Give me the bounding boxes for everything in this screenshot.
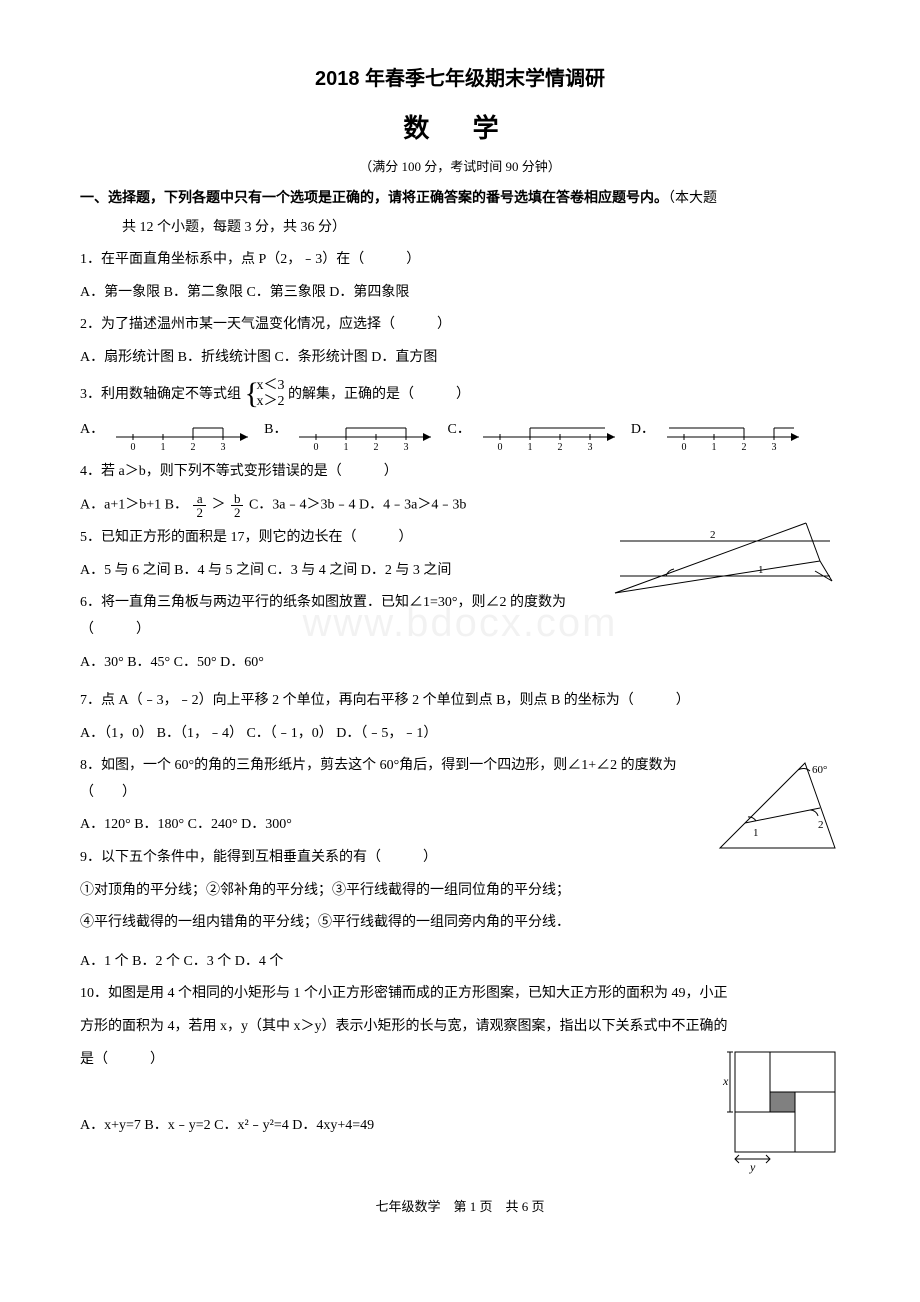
frac-b-den: 2: [231, 506, 244, 519]
svg-text:0: 0: [497, 442, 502, 453]
subject-title: 数 学: [80, 104, 840, 153]
q3-optA-label: A．: [80, 417, 104, 444]
numline-b-icon: 0 1 2 3: [291, 417, 441, 453]
svg-text:1: 1: [161, 442, 166, 453]
svg-text:x: x: [722, 1074, 729, 1088]
fraction-icon: b2: [231, 492, 244, 519]
numline-a-icon: 0 1 2 3: [108, 417, 258, 453]
svg-text:1: 1: [344, 442, 349, 453]
section-1-tail: （本大题: [668, 191, 717, 206]
q2-text: 2．为了描述温州市某一天气温变化情况，应选择（ ）: [80, 312, 840, 339]
q3-optD-label: D．: [631, 417, 655, 444]
q4-text: 4．若 a＞b，则下列不等式变形错误的是（ ）: [80, 459, 840, 486]
q4-optCD: C．3a﹣4＞3b﹣4 D．4﹣3a＞4﹣3b: [249, 498, 466, 513]
svg-text:2: 2: [374, 442, 379, 453]
q7-text: 7．点 A（﹣3，﹣2）向上平移 2 个单位，再向右平移 2 个单位到点 B，则…: [80, 688, 840, 715]
q8-figure-icon: 60° 1 2: [710, 753, 840, 863]
q1-options: A．第一象限 B．第二象限 C．第三象限 D．第四象限: [80, 280, 840, 307]
svg-text:60°: 60°: [812, 764, 827, 776]
svg-text:2: 2: [557, 442, 562, 453]
q3-cond1: x＜3: [257, 378, 285, 393]
svg-text:2: 2: [818, 819, 824, 831]
fraction-icon: a2: [193, 492, 206, 519]
svg-text:1: 1: [758, 564, 764, 576]
svg-text:0: 0: [314, 442, 319, 453]
q3-text: 3．利用数轴确定不等式组 x＜3 x＞2 的解集，正确的是（ ）: [80, 378, 840, 412]
section-1-bold: 一、选择题，下列各题中只有一个选项是正确的，请将正确答案的番号选填在答卷相应题号…: [80, 191, 668, 206]
svg-text:3: 3: [771, 442, 776, 453]
q10-figure-icon: x y: [710, 1047, 840, 1177]
svg-text:y: y: [749, 1160, 756, 1174]
svg-text:1: 1: [527, 442, 532, 453]
q3-cond2: x＞2: [257, 394, 285, 409]
q4-gt: ＞: [211, 498, 225, 513]
q3-optB-label: B．: [264, 417, 287, 444]
svg-text:3: 3: [404, 442, 409, 453]
q3-options: A． 0 1 2 3 B． 0 1 2 3 C．: [80, 417, 840, 453]
svg-text:1: 1: [753, 827, 759, 839]
page-footer: 七年级数学 第 1 页 共 6 页: [80, 1195, 840, 1220]
q2-options: A．扇形统计图 B．折线统计图 C．条形统计图 D．直方图: [80, 345, 840, 372]
svg-text:1: 1: [711, 442, 716, 453]
svg-text:3: 3: [587, 442, 592, 453]
q10-l1: 10．如图是用 4 个相同的小矩形与 1 个小正方形密铺而成的正方形图案，已知大…: [80, 981, 840, 1008]
section-1-heading: 一、选择题，下列各题中只有一个选项是正确的，请将正确答案的番号选填在答卷相应题号…: [80, 186, 840, 213]
q6-options: A．30° B．45° C．50° D．60°: [80, 650, 840, 677]
q9-options: A．1 个 B．2 个 C．3 个 D．4 个: [80, 949, 840, 976]
q1-text: 1．在平面直角坐标系中，点 P（2，﹣3）在（ ）: [80, 247, 840, 274]
frac-a-num: a: [193, 492, 206, 506]
q3-post: 的解集，正确的是（ ）: [288, 387, 470, 402]
q7-options: A．（1，0） B．（1，﹣4） C．（﹣1，0） D．（﹣5，﹣1）: [80, 721, 840, 748]
numline-c-icon: 0 1 2 3: [475, 417, 625, 453]
q4-optAB-pre: A．a+1＞b+1 B．: [80, 498, 188, 513]
svg-text:2: 2: [741, 442, 746, 453]
q9-l1: ①对顶角的平分线；②邻补角的平分线；③平行线截得的一组同位角的平分线；: [80, 878, 840, 905]
svg-text:0: 0: [131, 442, 136, 453]
q10-l2: 方形的面积为 4，若用 x，y（其中 x＞y）表示小矩形的长与宽，请观察图案，指…: [80, 1014, 840, 1041]
svg-text:2: 2: [191, 442, 196, 453]
section-1-line2: 共 12 个小题，每题 3 分，共 36 分）: [80, 215, 840, 242]
svg-text:3: 3: [221, 442, 226, 453]
q3-pre: 3．利用数轴确定不等式组: [80, 387, 241, 402]
q6-figure-icon: 2 1: [610, 521, 840, 601]
q4-options: A．a+1＞b+1 B． a2 ＞ b2 C．3a﹣4＞3b﹣4 D．4﹣3a＞…: [80, 492, 840, 519]
svg-text:2: 2: [710, 529, 716, 541]
frac-b-num: b: [231, 492, 244, 506]
frac-a-den: 2: [193, 506, 206, 519]
q9-l2: ④平行线截得的一组内错角的平分线；⑤平行线截得的一组同旁内角的平分线．: [80, 910, 840, 937]
svg-text:0: 0: [681, 442, 686, 453]
numline-d-icon: 0 1 2 3: [659, 417, 809, 453]
q3-optC-label: C．: [447, 417, 470, 444]
page-title: 2018 年春季七年级期末学情调研: [80, 60, 840, 98]
q3-brace: x＜3 x＞2: [245, 378, 285, 412]
exam-meta: （满分 100 分，考试时间 90 分钟）: [80, 155, 840, 180]
